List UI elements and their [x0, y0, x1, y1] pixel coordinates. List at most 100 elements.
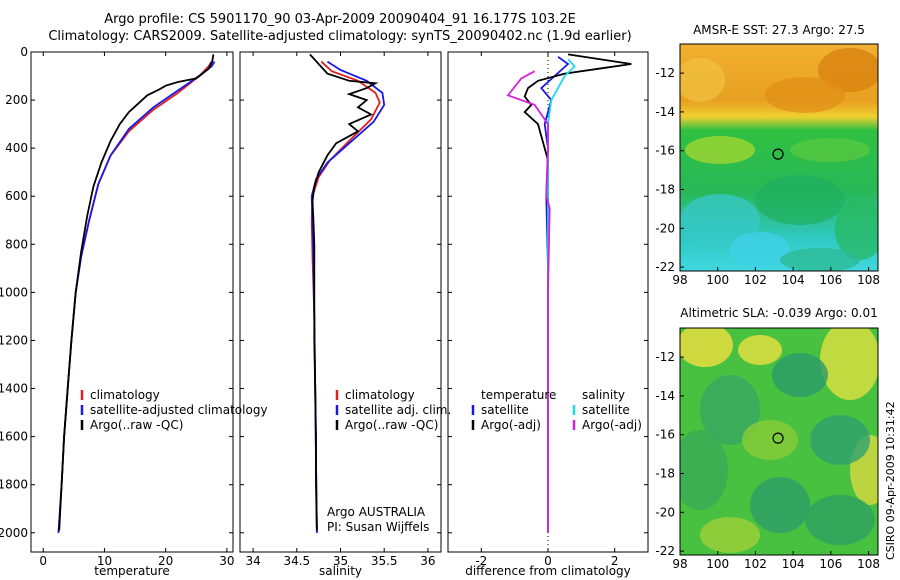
difference-series-salinity-argo-adj-	[506, 70, 551, 533]
figure-title-line-1: Argo profile: CS 5901170_90 03-Apr-2009 …	[104, 12, 576, 27]
temperature-x-tick-label: 10	[97, 554, 112, 568]
temperature-legend-entry: climatology	[90, 388, 160, 402]
salinity-legend-entry: satellite adj. clim.	[345, 403, 451, 417]
sst-lat-tick-label: -18	[655, 183, 675, 197]
depth-tick-label: 1200	[0, 333, 28, 347]
sla-field-patch	[810, 415, 870, 465]
sst-field-patch	[790, 138, 870, 162]
sst-lon-tick-label: 102	[744, 273, 767, 287]
sst-lon-tick-label: 106	[819, 273, 842, 287]
sla-lat-tick-label: -16	[655, 428, 675, 442]
salinity-x-axis-label: salinity	[319, 564, 362, 578]
sst-lon-tick-label: 108	[857, 273, 880, 287]
depth-tick-label: 0	[20, 45, 28, 59]
sla-map-frame	[679, 327, 879, 556]
sst-field-patch	[755, 175, 845, 225]
difference-x-tick-label: 2	[611, 554, 619, 568]
salinity-series-argo	[309, 53, 379, 531]
sla-lon-tick-label: 108	[857, 557, 880, 571]
sla-field-patch	[772, 353, 828, 397]
depth-tick-label: 400	[5, 141, 28, 155]
sla-lat-tick-label: -22	[655, 544, 675, 558]
sst-lon-tick-label: 100	[706, 273, 729, 287]
sla-lon-tick-label: 106	[819, 557, 842, 571]
sla-field-patch	[820, 328, 878, 400]
sla-field-patch	[805, 495, 875, 545]
salinity-x-tick-label: 35.5	[371, 554, 398, 568]
sla-lon-tick-label: 100	[706, 557, 729, 571]
sla-field-patch	[750, 477, 810, 533]
sla-lat-tick-label: -14	[655, 389, 675, 403]
sla-lon-tick-label: 102	[744, 557, 767, 571]
sst-field-patch	[835, 200, 878, 260]
float-owner-annotation: PI: Susan Wijffels	[327, 520, 429, 534]
difference-legend-salinity-entry: Argo(-adj)	[582, 418, 642, 432]
sla-lon-tick-label: 98	[672, 557, 687, 571]
float-owner-annotation: Argo AUSTRALIA	[327, 505, 426, 519]
figure-title-line-2: Climatology: CARS2009. Satellite-adjuste…	[48, 29, 632, 44]
sla-field-patch	[680, 430, 728, 510]
depth-tick-label: 1800	[0, 478, 28, 492]
sst-field-patch	[680, 194, 760, 246]
temperature-series-argo	[58, 54, 215, 531]
difference-x-tick-label: 0	[544, 554, 552, 568]
salinity-legend-entry: Argo(..raw -QC)	[345, 418, 438, 432]
difference-legend-temperature-entry: temperature	[481, 388, 556, 402]
sst-field-patch	[730, 232, 790, 268]
temperature-legend-entry: Argo(..raw -QC)	[90, 418, 183, 432]
sst-lon-tick-label: 104	[782, 273, 805, 287]
salinity-x-tick-label: 34.5	[283, 554, 310, 568]
sst-field-patch	[818, 48, 878, 92]
sla-field-patch	[738, 335, 782, 365]
sst-map-frame	[679, 43, 879, 272]
difference-legend-salinity-entry: salinity	[582, 388, 625, 402]
depth-tick-label: 200	[5, 93, 28, 107]
depth-tick-label: 600	[5, 189, 28, 203]
temperature-x-tick-label: 30	[219, 554, 234, 568]
sla-lon-tick-label: 104	[782, 557, 805, 571]
salinity-series-climatology	[310, 60, 381, 533]
temperature-axes-box	[30, 51, 234, 553]
sst-map-title: AMSR-E SST: 27.3 Argo: 27.5	[693, 23, 865, 37]
salinity-x-tick-label: 34	[245, 554, 260, 568]
difference-x-tick-label: -2	[475, 554, 487, 568]
sla-argo-position-marker	[772, 432, 784, 444]
salinity-panel: 34 34.5 35 35.5 36 salinity climatologysatelli…	[239, 51, 451, 578]
sst-field-patch	[680, 58, 725, 102]
depth-tick-label: 800	[5, 237, 28, 251]
sst-lat-tick-label: -20	[655, 221, 675, 235]
sst-argo-position-marker	[772, 148, 784, 160]
salinity-axes-box	[239, 51, 442, 553]
sst-lon-tick-label: 98	[672, 273, 687, 287]
sla-field-patch	[700, 517, 760, 553]
salinity-legend-entry: climatology	[345, 388, 415, 402]
sst-color-field	[680, 44, 878, 271]
sla-lat-tick-label: -20	[655, 505, 675, 519]
depth-tick-label: 1600	[0, 430, 28, 444]
sla-lat-tick-label: -12	[655, 350, 675, 364]
salinity-x-tick-label: 35	[333, 554, 348, 568]
difference-legend-temperature-entry: Argo(-adj)	[481, 418, 541, 432]
temperature-series-satellite	[57, 61, 216, 533]
temperature-x-tick-label: 20	[158, 554, 173, 568]
temperature-x-tick-label: 0	[39, 554, 47, 568]
sst-lat-tick-label: -22	[655, 260, 675, 274]
depth-tick-label: 2000	[0, 526, 28, 540]
difference-legend-salinity-entry: satellite	[582, 403, 630, 417]
sla-map-panel: Altimetric SLA: -0.039 Argo: 0.01 98 100 10…	[655, 306, 880, 571]
sla-field-patch	[742, 420, 798, 460]
sst-lat-tick-label: -12	[655, 66, 675, 80]
difference-x-axis-label: difference from climatology	[465, 564, 631, 578]
difference-legend-temperature-entry: satellite	[481, 403, 529, 417]
difference-series-salinity-satellite	[547, 58, 576, 533]
sst-map-panel: AMSR-E SST: 27.3 Argo: 27.5 98 100 102 104 10…	[655, 23, 880, 287]
depth-tick-label: 1000	[0, 285, 28, 299]
difference-series-temperature-argo-adj-	[523, 53, 632, 533]
sla-color-field	[680, 328, 878, 555]
sla-map-title: Altimetric SLA: -0.039 Argo: 0.01	[680, 306, 877, 320]
sla-field-patch	[700, 375, 760, 445]
depth-tick-label: 1400	[0, 382, 28, 396]
sst-lat-tick-label: -16	[655, 144, 675, 158]
